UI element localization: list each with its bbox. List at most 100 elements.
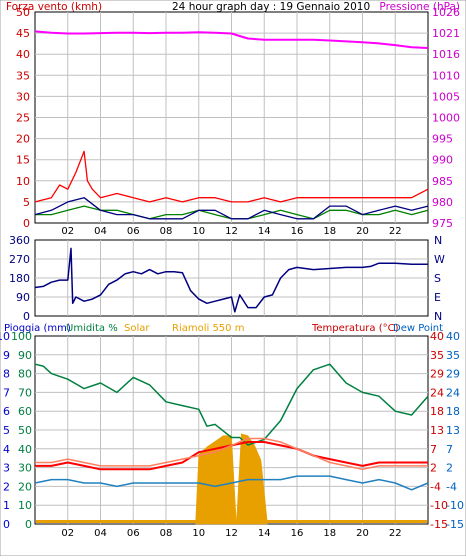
wind-direction-speed-series-line bbox=[34, 197, 429, 220]
station-subtitle: Riamoli 550 m bbox=[172, 323, 244, 334]
hour-tick-label: 04 bbox=[94, 226, 107, 237]
hour-tick-label: 04 bbox=[94, 528, 107, 539]
pressure-tick-label: 1026 bbox=[432, 6, 460, 19]
rain-tick-label: 6 bbox=[3, 405, 10, 418]
pressure-tick-label: 1016 bbox=[432, 48, 460, 61]
wind-speed-tick-label: 35 bbox=[16, 69, 30, 82]
hour-tick-label: 20 bbox=[356, 528, 369, 539]
hour-tick-label: 12 bbox=[225, 528, 238, 539]
temperature-tick-label: -15 bbox=[430, 518, 448, 531]
pressure-tick-label: 975 bbox=[432, 217, 453, 230]
humidity-tick-label: 70 bbox=[18, 386, 32, 399]
temperature-tick-label: 2 bbox=[430, 462, 437, 475]
dew-point-tick-label: 24 bbox=[446, 386, 460, 399]
hour-tick-label: 20 bbox=[356, 226, 369, 237]
dew-point-tick-label: 29 bbox=[446, 368, 460, 381]
temperature-tick-label: 18 bbox=[430, 405, 444, 418]
humidity-axis-label: Umidita % bbox=[66, 323, 118, 334]
compass-tick-label: W bbox=[434, 253, 445, 266]
dew-point-tick-label: 2 bbox=[446, 462, 453, 475]
compass-tick-label: E bbox=[434, 291, 441, 304]
rain-tick-label: 4 bbox=[3, 443, 10, 456]
hour-tick-label: 08 bbox=[160, 226, 173, 237]
temperature-tick-label: 35 bbox=[430, 349, 444, 362]
direction-degree-tick-label: 360 bbox=[9, 234, 30, 247]
solar-baseline-strip bbox=[36, 520, 427, 523]
pressure-tick-label: 1010 bbox=[432, 69, 460, 82]
hour-tick-label: 06 bbox=[127, 528, 140, 539]
direction-degree-tick-label: 180 bbox=[9, 272, 30, 285]
pressure-tick-label: 1021 bbox=[432, 27, 460, 40]
hour-tick-label: 08 bbox=[160, 528, 173, 539]
temperature-tick-label: 40 bbox=[430, 330, 444, 343]
hour-tick-label: 14 bbox=[258, 528, 271, 539]
hour-tick-label: 02 bbox=[61, 226, 74, 237]
hour-tick-label: 14 bbox=[258, 226, 271, 237]
wind-speed-axis-label: Forza vento (kmh) bbox=[6, 1, 102, 13]
humidity-tick-label: 20 bbox=[18, 480, 32, 493]
compass-tick-label: S bbox=[434, 272, 441, 285]
rain-axis-label: Pioggia (mm) bbox=[4, 323, 71, 334]
rain-tick-label: 2 bbox=[3, 480, 10, 493]
dew-point-tick-label: 13 bbox=[446, 424, 460, 437]
temperature-tick-label: -4 bbox=[430, 480, 441, 493]
hour-tick-label: 22 bbox=[389, 226, 402, 237]
wind-gust-series-line bbox=[34, 150, 429, 203]
pressure-tick-label: 990 bbox=[432, 154, 453, 167]
chart-title: 24 hour graph day : 19 Gennaio 2010 bbox=[172, 1, 370, 13]
hour-tick-label: 16 bbox=[291, 226, 304, 237]
dew-point-tick-label: 18 bbox=[446, 405, 460, 418]
hour-tick-label: 18 bbox=[323, 226, 336, 237]
wind-speed-tick-label: 25 bbox=[16, 112, 30, 125]
rain-tick-label: 5 bbox=[3, 424, 10, 437]
dew-point-tick-label: 40 bbox=[446, 330, 460, 343]
hour-tick-label: 16 bbox=[291, 528, 304, 539]
direction-degree-tick-label: 90 bbox=[16, 291, 30, 304]
wind-speed-tick-label: 15 bbox=[16, 154, 30, 167]
temperature-axis-label: Temperatura (°C) bbox=[311, 323, 399, 334]
temperature-tick-label: 29 bbox=[430, 368, 444, 381]
hour-tick-label: 10 bbox=[192, 226, 205, 237]
rain-tick-label: 9 bbox=[3, 349, 10, 362]
humidity-tick-label: 10 bbox=[18, 499, 32, 512]
humidity-tick-label: 50 bbox=[18, 424, 32, 437]
wind-speed-tick-label: 30 bbox=[16, 90, 30, 103]
hour-tick-label: 10 bbox=[192, 528, 205, 539]
pressure-tick-label: 985 bbox=[432, 175, 453, 188]
wind-speed-tick-label: 50 bbox=[16, 6, 30, 19]
dew-point-tick-label: -15 bbox=[446, 518, 464, 531]
compass-tick-label: N bbox=[434, 234, 442, 247]
wind-speed-tick-label: 10 bbox=[16, 175, 30, 188]
humidity-series-line bbox=[34, 363, 429, 446]
hour-tick-label: 22 bbox=[389, 528, 402, 539]
humidity-tick-label: 30 bbox=[18, 462, 32, 475]
dew-point-tick-label: -4 bbox=[446, 480, 457, 493]
hour-tick-label: 12 bbox=[225, 226, 238, 237]
pressure-axis-label: Pressione (hPa) bbox=[379, 1, 460, 13]
rain-tick-label: 10 bbox=[0, 330, 10, 343]
rain-tick-label: 1 bbox=[3, 499, 10, 512]
wind-speed-tick-label: 5 bbox=[23, 196, 30, 209]
pressure-tick-label: 1000 bbox=[432, 112, 460, 125]
temperature-tick-label: 7 bbox=[430, 443, 437, 456]
dew-point-axis-label: Dew Point bbox=[393, 323, 443, 334]
dew-point-tick-label: -10 bbox=[446, 499, 464, 512]
rain-tick-label: 8 bbox=[3, 368, 10, 381]
compass-tick-label: N bbox=[434, 310, 442, 323]
direction-degree-tick-label: 0 bbox=[23, 310, 30, 323]
apparent-temperature-series-line bbox=[35, 437, 428, 471]
temperature-tick-label: -10 bbox=[430, 499, 448, 512]
humidity-tick-label: 100 bbox=[11, 330, 32, 343]
wind-speed-tick-label: 0 bbox=[23, 217, 30, 230]
direction-degree-tick-label: 270 bbox=[9, 253, 30, 266]
pressure-tick-label: 980 bbox=[432, 196, 453, 209]
humidity-tick-label: 60 bbox=[18, 405, 32, 418]
wind-speed-tick-label: 45 bbox=[16, 27, 30, 40]
rain-tick-label: 0 bbox=[3, 518, 10, 531]
rain-tick-label: 3 bbox=[3, 462, 10, 475]
hour-tick-label: 02 bbox=[61, 528, 74, 539]
pressure-series-line bbox=[34, 30, 429, 49]
temperature-tick-label: 13 bbox=[430, 424, 444, 437]
